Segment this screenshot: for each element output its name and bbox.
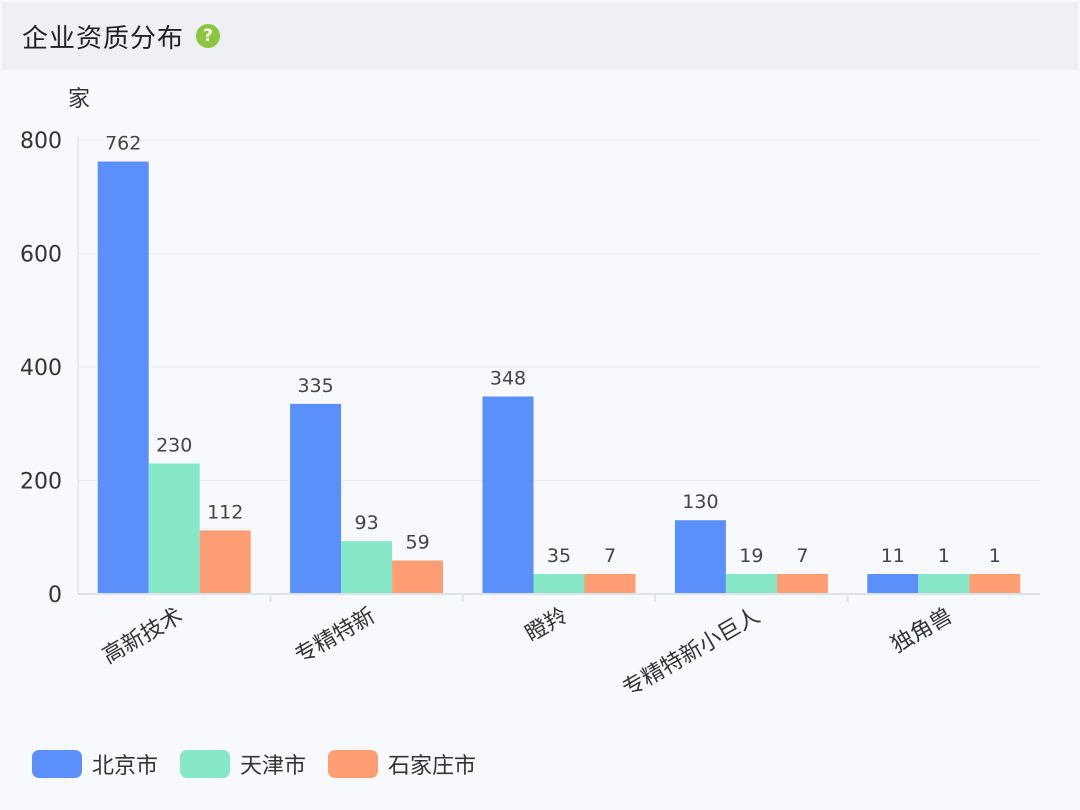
panel-header: 企业资质分布 ? [2, 2, 1078, 70]
legend-label: 石家庄市 [388, 754, 477, 779]
grid-lines [78, 139, 1040, 481]
y-tick-label: 200 [20, 470, 62, 495]
bar [199, 530, 251, 594]
panel-title: 企业资质分布 [22, 23, 185, 54]
x-category-label: 高新技术 [98, 604, 187, 670]
data-label: 348 [490, 368, 526, 390]
bar [867, 574, 919, 594]
bar [148, 463, 200, 594]
legend-item[interactable]: 石家庄市 [328, 748, 476, 780]
bars [97, 161, 1021, 594]
bar [584, 574, 636, 594]
help-icon[interactable]: ? [196, 24, 221, 48]
bar [97, 161, 149, 594]
y-tick-label: 400 [20, 356, 62, 381]
bar [392, 560, 444, 594]
data-label: 11 [881, 545, 905, 567]
y-tick-label: 600 [20, 243, 62, 268]
y-tick-label: 800 [20, 129, 62, 154]
x-category-label: 独角兽 [887, 604, 957, 659]
data-label: 7 [796, 545, 808, 567]
legend-label: 北京市 [92, 754, 159, 779]
y-axis-unit: 家 [68, 87, 90, 112]
data-label: 230 [156, 434, 192, 456]
bar [776, 574, 828, 594]
bar [533, 574, 585, 594]
bar [918, 574, 970, 594]
data-label: 93 [355, 512, 379, 534]
data-label: 7 [604, 545, 616, 567]
x-category-label: 专精特新 [291, 604, 380, 670]
data-label: 1 [938, 545, 950, 567]
bar [674, 520, 726, 594]
data-label: 762 [105, 133, 141, 155]
x-category-label: 专精特新小巨人 [619, 604, 765, 703]
legend-item[interactable]: 天津市 [180, 748, 306, 780]
legend: 北京市 天津市 石家庄市 [32, 748, 498, 780]
data-label: 35 [547, 545, 571, 567]
legend-swatch [180, 750, 231, 778]
data-label: 112 [207, 501, 243, 523]
data-label: 335 [297, 375, 333, 397]
x-category-label: 瞪羚 [521, 604, 572, 648]
data-label: 1 [989, 545, 1001, 567]
bar [290, 403, 342, 594]
legend-item[interactable]: 北京市 [32, 748, 158, 780]
y-tick-label: 0 [48, 583, 62, 608]
bar [341, 541, 393, 594]
bar [725, 574, 777, 594]
data-label: 59 [406, 532, 430, 554]
legend-swatch [32, 750, 82, 778]
legend-label: 天津市 [240, 754, 307, 779]
legend-swatch [328, 750, 379, 778]
data-label: 130 [682, 491, 718, 513]
bar-chart: 762 230 112 335 93 59 348 35 7 130 19 7 11 1 1 0 200 400… [0, 70, 1080, 730]
data-label: 19 [739, 545, 763, 567]
bar [482, 396, 534, 594]
bar [969, 574, 1021, 594]
